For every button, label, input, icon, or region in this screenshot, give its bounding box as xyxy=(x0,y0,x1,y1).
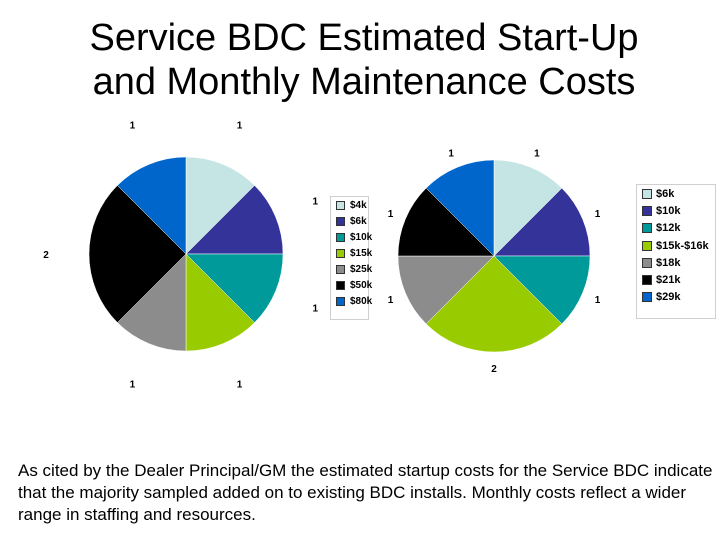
pie-slice-2-2 xyxy=(493,187,591,257)
pie-slice-2-3 xyxy=(493,255,591,325)
pie-slice-1-2 xyxy=(185,185,284,255)
legend-label: $18k xyxy=(656,256,681,269)
slice-value-label: 1 xyxy=(313,196,319,207)
legend-label: $21k xyxy=(656,274,681,287)
legend-swatch xyxy=(642,205,652,216)
legend-swatch xyxy=(642,275,652,286)
legend-label: $4k xyxy=(350,199,367,211)
pie-slice-2-4 xyxy=(425,255,563,353)
legend-item: $21k xyxy=(637,271,715,288)
legend-label: $25k xyxy=(350,263,373,275)
legend-label: $12k xyxy=(656,222,681,235)
slice-value-label: 1 xyxy=(237,121,243,132)
legend-label: $6k xyxy=(350,215,367,227)
legend-swatch xyxy=(336,296,345,306)
legend-swatch xyxy=(336,232,345,242)
caption-text: As cited by the Dealer Principal/GM the … xyxy=(18,461,713,524)
pie-slice-1-3 xyxy=(185,253,284,323)
slice-value-label: 1 xyxy=(237,379,243,390)
slice-value-label: 2 xyxy=(43,250,49,261)
legend-swatch xyxy=(336,280,345,290)
legend-swatch xyxy=(642,188,652,199)
pie-slice-1-6 xyxy=(88,185,187,323)
legend-label: $15k xyxy=(350,247,373,259)
slice-value-label: 1 xyxy=(448,149,454,160)
pie-slice-1-4 xyxy=(185,253,255,352)
legend-swatch xyxy=(642,292,652,303)
legend-swatch xyxy=(336,216,345,226)
legend-label: $80k xyxy=(350,295,373,307)
legend-item: $12k xyxy=(637,220,715,237)
legend-swatch xyxy=(336,200,345,210)
title-line-1: Service BDC Estimated Start-Up xyxy=(89,17,639,59)
slice-value-label: 1 xyxy=(534,149,540,160)
slice-value-label: 2 xyxy=(491,364,497,375)
legend-label: $10k xyxy=(656,204,681,217)
title-line-2: and Monthly Maintenance Costs xyxy=(92,61,636,103)
pie-slice-2-1 xyxy=(493,159,563,257)
pie-slice-2-6 xyxy=(397,187,495,257)
slice-value-label: 1 xyxy=(313,304,319,315)
legend-swatch xyxy=(642,257,652,268)
pie-slice-1-7 xyxy=(117,156,187,255)
legend-item: $50k xyxy=(331,277,372,293)
slice-value-label: 1 xyxy=(130,379,136,390)
startup-cost-legend: $4k $6k $10k $15k $25k $50k $80k xyxy=(330,196,372,320)
legend-item: $25k xyxy=(331,261,372,277)
monthly-cost-pie: 1 1 1 2 1 1 1 xyxy=(388,149,601,375)
slide-title: Service BDC Estimated Start-Up and Month… xyxy=(0,16,728,104)
legend-swatch xyxy=(336,248,345,258)
slice-value-label: 1 xyxy=(388,295,394,306)
legend-label: $29k xyxy=(656,291,681,304)
legend-item: $6k xyxy=(637,185,715,202)
legend-item: $6k xyxy=(331,213,368,229)
pie-slice-2-5 xyxy=(397,255,495,325)
slice-value-label: 1 xyxy=(130,121,136,132)
slice-value-label: 1 xyxy=(595,295,601,306)
legend-label: $50k xyxy=(350,279,373,291)
legend-swatch xyxy=(336,264,345,274)
slice-value-label: 1 xyxy=(388,209,394,220)
legend-item: $10k xyxy=(637,202,715,219)
legend-label: $6k xyxy=(656,187,675,200)
legend-item: $4k xyxy=(331,197,368,213)
pie-slice-1-5 xyxy=(117,253,187,352)
pie-slice-2-7 xyxy=(425,159,495,257)
legend-item: $15k xyxy=(331,245,372,261)
legend-swatch xyxy=(642,223,652,234)
legend-item: $80k xyxy=(331,293,372,309)
legend-item: $29k xyxy=(637,289,715,306)
legend-swatch xyxy=(642,240,652,251)
legend-item: $15k-$16k xyxy=(637,237,715,254)
legend-item: $10k xyxy=(331,229,372,245)
pie-slice-1-1 xyxy=(185,156,255,255)
slice-value-label: 1 xyxy=(595,209,601,220)
startup-cost-pie: 1 1 1 1 1 2 1 xyxy=(43,121,318,391)
legend-label: $10k xyxy=(350,231,373,243)
legend-label: $15k-$16k xyxy=(656,239,709,252)
monthly-cost-legend: $6k $10k $12k $15k-$16k $18k $21k $29k xyxy=(636,184,716,319)
legend-item: $18k xyxy=(637,254,715,271)
